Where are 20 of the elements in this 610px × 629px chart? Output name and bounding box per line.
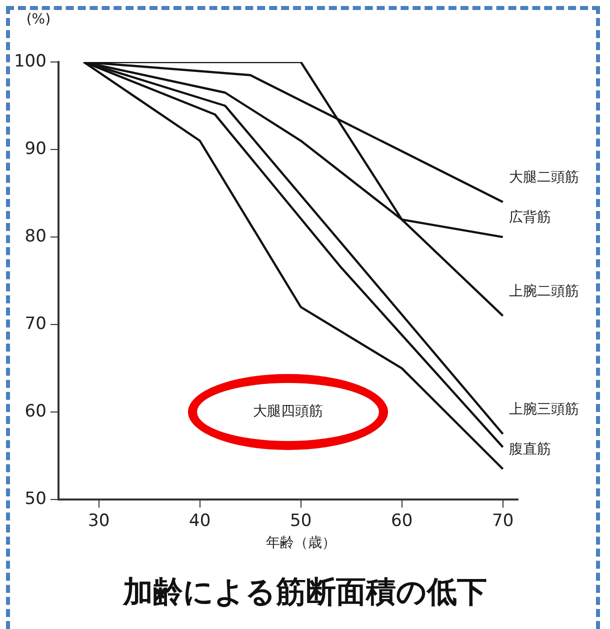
y-axis-title: (%): [26, 12, 51, 28]
series-label: 広背筋: [508, 210, 551, 226]
y-tick-label: 80: [24, 226, 46, 246]
series-label: 腹直筋: [508, 442, 551, 458]
x-tick-label: 30: [88, 511, 110, 532]
x-tick-label: 70: [492, 511, 514, 532]
y-tick-label: 100: [14, 51, 46, 72]
y-tick-label: 50: [24, 489, 46, 510]
x-axis-title: 年齢（歳）: [266, 535, 336, 552]
series-label: 上腕二頭筋: [508, 283, 579, 300]
y-tick-label: 90: [24, 138, 46, 159]
y-tick-label: 70: [24, 314, 46, 334]
text: 加齢による筋断面積の低下: [122, 574, 488, 612]
annotation: 大腿四頭筋: [253, 404, 324, 420]
series-label: 大腿二頭筋: [508, 170, 579, 186]
series-label: 上腕三頭筋: [508, 402, 579, 418]
x-tick-label: 40: [189, 511, 211, 532]
x-tick-label: 60: [391, 511, 413, 532]
x-tick-label: 50: [290, 511, 312, 532]
y-tick-label: 60: [24, 402, 46, 422]
